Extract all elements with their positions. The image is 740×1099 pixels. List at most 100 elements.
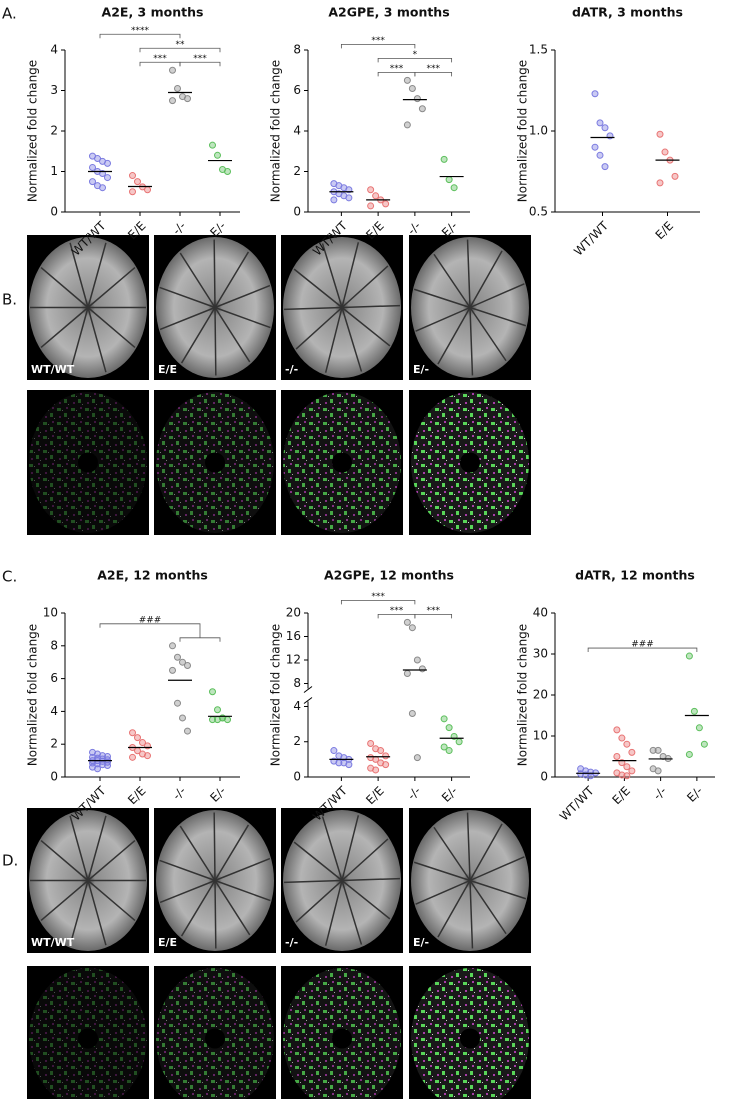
bracket-label: ** — [176, 40, 186, 50]
data-point — [345, 761, 353, 769]
vessel — [283, 306, 343, 311]
vessel — [341, 815, 360, 881]
vessel — [179, 252, 216, 308]
vessel — [214, 879, 271, 902]
optic-disc — [460, 1028, 480, 1049]
image-label: -/- — [285, 363, 298, 376]
bracket-label: *** — [371, 36, 385, 46]
vessel — [159, 859, 216, 882]
data-point — [169, 666, 176, 674]
data-point — [685, 750, 693, 758]
data-point — [403, 76, 411, 84]
data-point — [367, 202, 375, 210]
vessel — [469, 880, 474, 949]
image-label: WT/WT — [31, 936, 75, 949]
vessel — [214, 306, 271, 329]
data-point — [367, 740, 375, 748]
data-point — [129, 172, 136, 180]
panel-label: A. — [2, 5, 17, 23]
bracket — [99, 33, 181, 39]
data-point — [184, 661, 191, 669]
vessel — [214, 307, 251, 363]
data-point — [134, 734, 141, 742]
data-point — [330, 747, 338, 755]
data-point — [209, 141, 216, 149]
vessel — [469, 306, 527, 327]
data-point — [345, 194, 353, 202]
vessel — [214, 284, 271, 309]
vessel — [437, 307, 471, 365]
vessel — [413, 288, 471, 309]
axis-break — [303, 686, 313, 693]
y-tick-label: 8 — [293, 43, 301, 57]
y-tick-label: 2 — [293, 734, 301, 748]
vessel — [159, 306, 216, 331]
optic-disc — [205, 452, 225, 473]
y-tick-label: 6 — [50, 671, 58, 685]
data-point — [134, 178, 141, 186]
data-point — [661, 148, 669, 156]
data-point — [649, 746, 657, 754]
x-tick-label: -/- — [405, 219, 424, 238]
vessel — [87, 266, 136, 309]
bracket-label: ### — [139, 615, 162, 625]
y-tick-label: 6 — [293, 83, 301, 97]
vessel — [341, 242, 360, 308]
vessel — [214, 857, 271, 882]
data-point — [179, 658, 186, 666]
data-point — [174, 84, 181, 92]
bracket — [340, 43, 416, 49]
vessel — [341, 880, 363, 945]
vessel — [87, 815, 107, 881]
data-point — [214, 151, 221, 159]
image-label: E/- — [413, 936, 429, 949]
vessel — [321, 816, 343, 881]
vessel — [469, 307, 507, 362]
y-axis-label: Normalized fold change — [516, 624, 530, 766]
data-point — [413, 95, 421, 103]
bracket — [99, 623, 201, 638]
data-point — [89, 763, 96, 771]
y-tick-label: 0 — [540, 770, 548, 784]
vessel — [469, 879, 527, 900]
data-point — [144, 186, 151, 194]
vessel — [40, 266, 89, 309]
data-point — [591, 143, 599, 151]
data-point — [601, 163, 609, 171]
image-label: -/- — [285, 936, 298, 949]
vessel — [159, 879, 216, 904]
bracket — [139, 47, 221, 53]
vessel — [87, 879, 136, 922]
vessel — [214, 880, 217, 949]
panel-label: D. — [2, 852, 18, 870]
bracket — [414, 71, 453, 77]
bracket — [179, 61, 221, 67]
data-point — [129, 188, 136, 196]
x-tick-label: E/- — [684, 784, 705, 805]
chart-title: A2E, 3 months — [102, 5, 204, 20]
y-tick-label: 1.0 — [529, 124, 548, 138]
bracket — [414, 614, 453, 619]
data-point — [224, 168, 231, 175]
bracket-label: *** — [153, 54, 167, 64]
vessel — [213, 239, 216, 308]
optic-disc — [332, 452, 352, 473]
vessel — [159, 286, 216, 309]
vessel — [437, 880, 471, 938]
vessel — [69, 242, 89, 308]
optic-disc — [205, 1028, 225, 1049]
bracket-label: *** — [427, 606, 441, 616]
y-tick-label: 10 — [533, 729, 548, 743]
vessel — [466, 239, 471, 308]
vessel — [40, 879, 89, 922]
vessel — [295, 879, 343, 923]
y-tick-label: 0 — [50, 205, 58, 219]
vessel — [293, 268, 343, 309]
data-point — [169, 97, 176, 105]
y-tick-label: 4 — [50, 43, 58, 57]
data-point — [408, 710, 416, 718]
vessel — [180, 880, 216, 937]
data-point — [184, 727, 191, 735]
chart-title: A2GPE, 12 months — [324, 568, 454, 583]
